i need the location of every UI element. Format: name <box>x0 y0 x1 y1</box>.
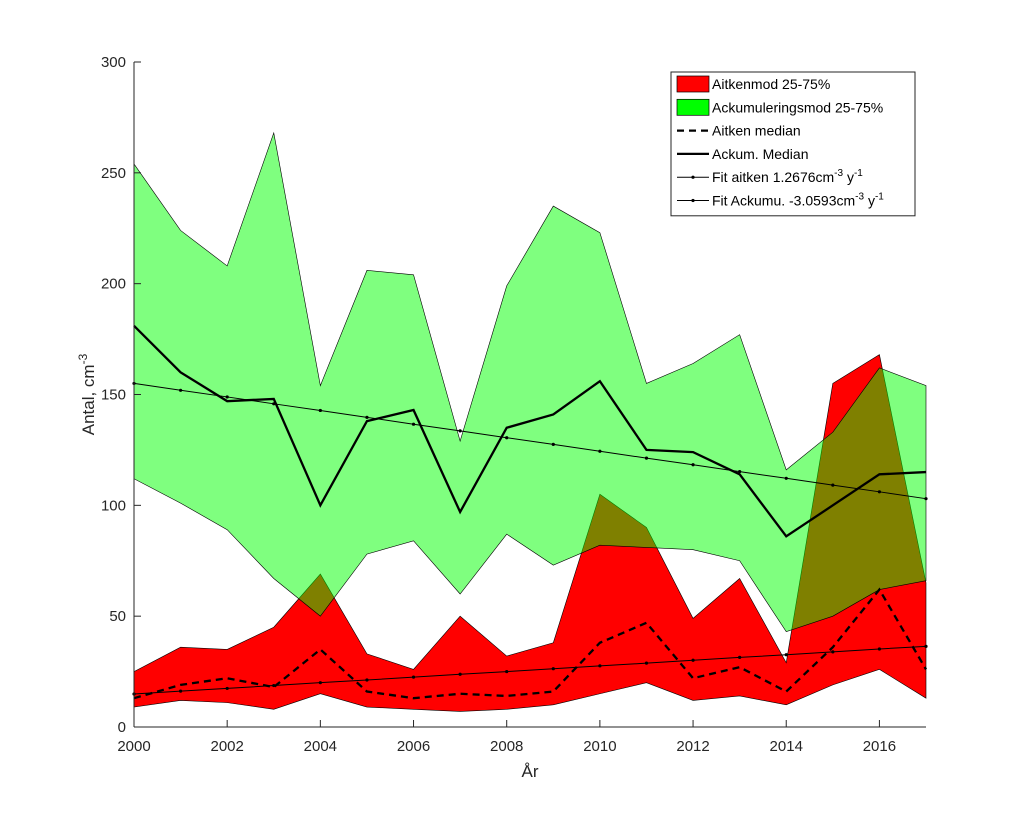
y-axis-title: Antal, cm-3 <box>76 353 98 435</box>
band-series-0 <box>133 354 927 712</box>
x-tick-label-4: 2008 <box>490 738 523 755</box>
legend-label-text-5: Fit Ackumu. -3.0593cm <box>712 193 855 209</box>
fit-marker-5-1 <box>178 388 183 392</box>
fit-marker-4-5 <box>365 678 369 682</box>
fit-marker-5-14 <box>784 476 788 480</box>
fit-marker-4-6 <box>411 675 416 679</box>
fit-marker-5-15 <box>831 483 835 487</box>
fit-marker-5-16 <box>877 490 882 494</box>
fit-marker-4-10 <box>598 664 602 668</box>
axes: 2000 2002 2004 2006 2008 2010 2012 2014 2016 0 50 1… <box>76 54 926 781</box>
x-tick-label-5: 2010 <box>583 738 616 755</box>
fit-marker-5-2 <box>225 395 229 399</box>
legend-label-suffix-sup-4: -1 <box>854 168 863 179</box>
fit-marker-4-17 <box>924 644 928 648</box>
legend-label-suffix-4: y <box>843 169 854 185</box>
y-tick-label-4: 200 <box>101 276 126 293</box>
y-axis-title-text: Antal, cm <box>79 364 98 435</box>
y-tick-label-3: 150 <box>101 387 126 404</box>
fit-marker-4-1 <box>178 689 183 693</box>
fit-line-5 <box>133 382 927 500</box>
x-tick-label-6: 2012 <box>676 738 709 755</box>
legend-box <box>670 71 916 217</box>
x-tick-label-8: 2016 <box>863 738 896 755</box>
fit-marker-4-11 <box>644 661 649 665</box>
legend-swatch-1 <box>676 98 710 116</box>
legend-label-sup-5: -3 <box>855 192 864 203</box>
plot-area <box>132 131 928 712</box>
fit-marker-4-12 <box>691 658 695 662</box>
legend-label-text-1: Ackumuleringsmod 25-75% <box>712 99 883 115</box>
legend-label-2: Aitken median <box>712 123 801 139</box>
legend-label-suffix-5: y <box>864 193 875 209</box>
fit-marker-4-16 <box>877 647 882 651</box>
y-tick-label-6: 300 <box>101 54 126 71</box>
y-tick-label-5: 250 <box>101 165 126 182</box>
x-tick-label-7: 2014 <box>770 738 803 755</box>
fit-marker-5-10 <box>598 449 602 453</box>
y-axis-title-superscript: -3 <box>76 353 90 364</box>
x-tick-label-1: 2002 <box>210 738 243 755</box>
y-tick-label-2: 100 <box>101 497 126 514</box>
band-series-1 <box>133 131 927 633</box>
fit-marker-4-3 <box>272 683 276 688</box>
fit-marker-4-13 <box>738 655 742 659</box>
fit-marker-4-9 <box>551 667 555 671</box>
y-tick-label-1: 50 <box>109 608 126 625</box>
fit-marker-5-6 <box>411 422 416 426</box>
x-tick-label-2: 2004 <box>304 738 337 755</box>
legend-marker-4 <box>691 175 695 179</box>
fit-marker-4-14 <box>784 653 788 657</box>
legend-label-3: Ackum. Median <box>712 146 808 162</box>
fit-marker-4-15 <box>831 650 835 654</box>
legend-swatch-0 <box>676 75 710 93</box>
fit-marker-5-11 <box>644 456 649 460</box>
legend-label-text-0: Aitkenmod 25-75% <box>712 76 830 92</box>
fit-marker-4-8 <box>505 669 509 674</box>
fit-marker-5-3 <box>272 402 276 406</box>
y-tick-label-0: 0 <box>118 719 126 736</box>
legend-label-text-3: Ackum. Median <box>712 146 808 162</box>
legend-label-suffix-sup-5: -1 <box>875 192 884 203</box>
legend: Aitkenmod 25-75% Ackumuleringsmod 25-75% A… <box>670 71 916 217</box>
fit-marker-5-5 <box>365 415 369 419</box>
median-line-3 <box>133 324 927 538</box>
fit-marker-4-7 <box>458 672 462 676</box>
legend-label-4: Fit aitken 1.2676cm-3 y-1 <box>712 168 863 185</box>
fit-marker-5-8 <box>505 436 509 440</box>
x-axis-title: År <box>522 762 539 781</box>
fit-marker-5-13 <box>738 470 742 474</box>
legend-label-text-2: Aitken median <box>712 123 801 139</box>
legend-label-1: Ackumuleringsmod 25-75% <box>712 99 883 115</box>
legend-marker-5 <box>691 198 695 203</box>
x-tick-label-0: 2000 <box>117 738 150 755</box>
fit-marker-5-7 <box>458 429 462 433</box>
fit-line-4 <box>133 645 927 695</box>
fit-marker-5-9 <box>551 442 555 446</box>
legend-label-text-4: Fit aitken 1.2676cm <box>712 169 834 185</box>
fit-marker-4-4 <box>318 681 322 685</box>
legend-label-5: Fit Ackumu. -3.0593cm-3 y-1 <box>712 192 884 209</box>
fit-marker-5-12 <box>691 463 695 467</box>
fit-marker-5-4 <box>318 408 322 413</box>
legend-label-sup-4: -3 <box>834 168 843 179</box>
fit-marker-5-17 <box>924 497 928 501</box>
legend-label-0: Aitkenmod 25-75% <box>712 76 830 92</box>
fit-marker-4-2 <box>225 686 229 691</box>
x-tick-label-3: 2006 <box>397 738 430 755</box>
